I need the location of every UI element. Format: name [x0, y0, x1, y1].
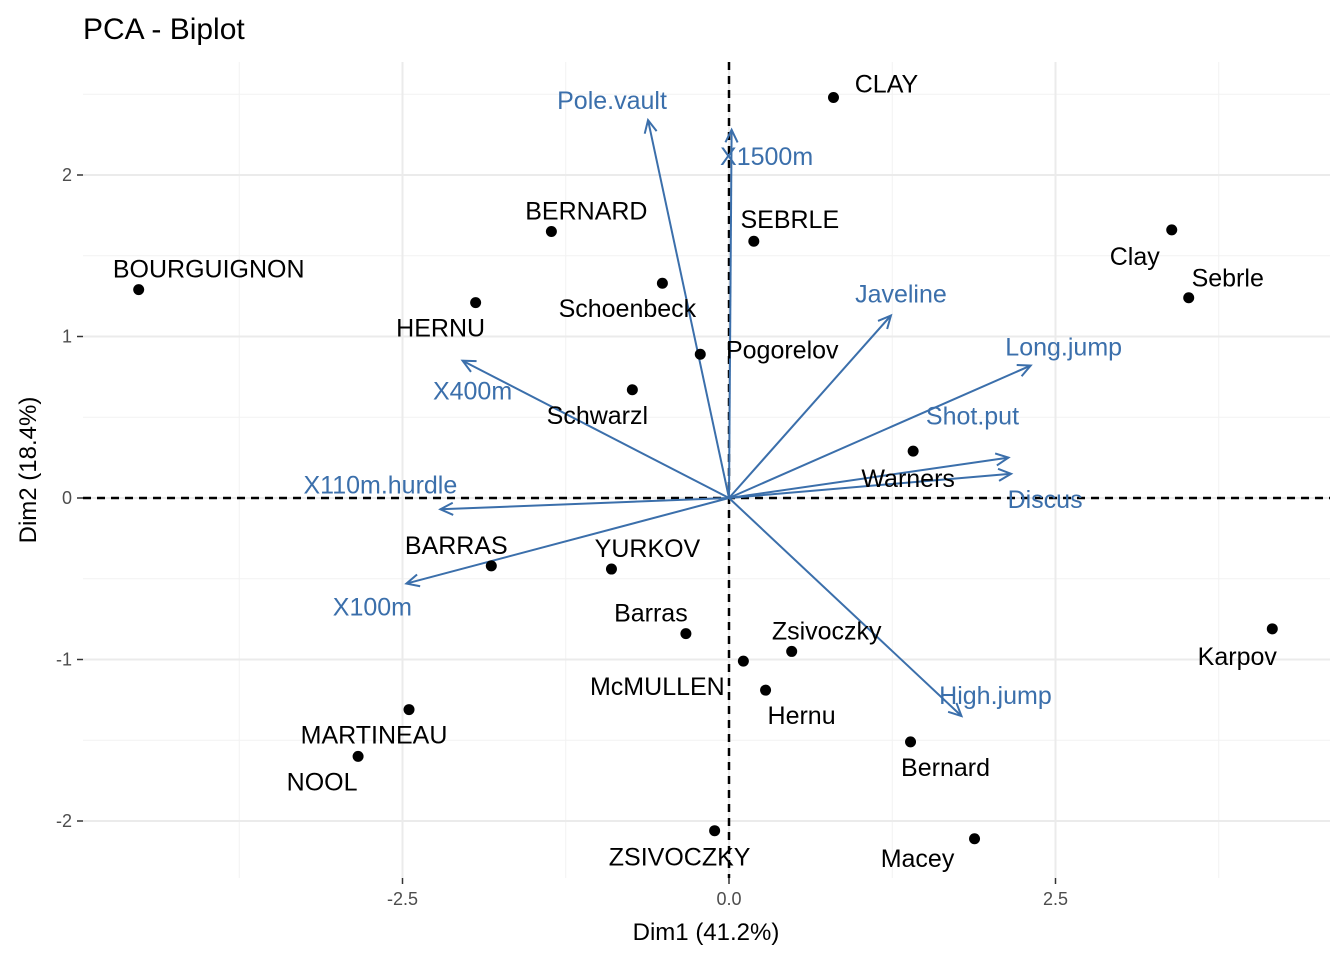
point-warners — [907, 445, 919, 457]
point-pogorelov — [694, 348, 706, 360]
arrowhead — [877, 313, 893, 330]
x-tick-label: 2.5 — [1043, 889, 1068, 909]
point-label: Zsivoczky — [772, 617, 882, 645]
point-label: Warners — [861, 465, 955, 493]
point-sebrle — [1183, 292, 1195, 304]
y-axis-label: Dim2 (18.4%) — [15, 397, 42, 544]
point-label: Clay — [1110, 243, 1161, 271]
arrow-x100m — [406, 497, 730, 585]
y-tick-label: 0 — [62, 488, 72, 508]
arrow-x400m — [462, 359, 730, 499]
y-tick-label: 1 — [62, 327, 72, 347]
point-label: Pogorelov — [726, 336, 839, 364]
arrowhead — [997, 467, 1014, 482]
point-clay — [1166, 224, 1178, 236]
arrow-high-jump — [728, 497, 963, 717]
point-hernu — [470, 297, 482, 309]
point-label: Sebrle — [1192, 265, 1264, 293]
arrow-x1500m — [728, 129, 733, 499]
variable-label: Long.jump — [1005, 334, 1122, 362]
arrowhead — [438, 501, 454, 516]
point-label: Hernu — [768, 702, 836, 730]
point-zsivoczky — [786, 645, 798, 657]
y-tick-label: -2 — [56, 811, 72, 831]
point-label: ZSIVOCZKY — [609, 844, 751, 872]
arrowhead — [643, 117, 658, 134]
arrow-pole-vault — [647, 119, 730, 499]
variable-label: Shot.put — [926, 403, 1019, 431]
point-label: BARRAS — [405, 532, 508, 560]
arrow-long-jump — [728, 364, 1032, 499]
point-label: Bernard — [901, 754, 990, 782]
variable-label: X1500m — [720, 143, 813, 171]
point-macey — [969, 833, 981, 845]
variable-label: Javeline — [855, 281, 947, 309]
point-schoenbeck — [656, 277, 668, 289]
point-karpov — [1266, 623, 1278, 635]
arrowhead — [947, 702, 964, 718]
variable-label: X400m — [433, 378, 512, 406]
arrow-javeline — [728, 314, 892, 499]
point-label: Macey — [881, 845, 955, 873]
point-label: Karpov — [1198, 643, 1278, 671]
arrow-shot-put — [728, 456, 1009, 499]
arrowhead — [1016, 364, 1033, 377]
arrowhead — [404, 573, 421, 588]
point-label: BERNARD — [525, 198, 647, 226]
point-label: CLAY — [855, 70, 919, 98]
point-zsivoczky — [709, 825, 721, 837]
point-label: HERNU — [396, 315, 485, 343]
point-label: Schoenbeck — [559, 295, 697, 323]
point-barras — [485, 560, 497, 572]
arrowhead — [460, 359, 477, 373]
point-clay — [827, 91, 839, 103]
point-label: Barras — [614, 600, 688, 628]
variable-label: Pole.vault — [557, 87, 667, 115]
point-label: SEBRLE — [740, 206, 839, 234]
variable-label: Discus — [1008, 486, 1083, 514]
point-bernard — [545, 226, 557, 238]
point-label: McMULLEN — [590, 673, 725, 701]
point-label: YURKOV — [595, 535, 701, 563]
point-label: Schwarzl — [547, 402, 648, 430]
point-sebrle — [748, 235, 760, 247]
arrow-x110m-hurdle — [440, 497, 730, 511]
x-tick-label: -2.5 — [387, 889, 418, 909]
variable-label: High.jump — [939, 682, 1052, 710]
point-label: BOURGUIGNON — [113, 256, 305, 284]
variable-label: X110m.hurdle — [303, 471, 457, 499]
y-tick-label: 2 — [62, 165, 72, 185]
arrow-discus — [728, 472, 1012, 499]
point-martineau — [403, 704, 415, 716]
point-mcmullen — [737, 655, 749, 667]
point-schwarzl — [626, 384, 638, 396]
x-tick-label: 0.0 — [716, 889, 741, 909]
point-label: MARTINEAU — [301, 722, 448, 750]
point-nool — [352, 750, 364, 762]
point-hernu — [760, 684, 772, 696]
y-tick-label: -1 — [56, 650, 72, 670]
point-label: NOOL — [287, 768, 358, 796]
variable-label: X100m — [333, 594, 412, 622]
chart-title: PCA - Biplot — [83, 13, 245, 46]
arrowhead — [724, 127, 739, 143]
point-bourguignon — [133, 284, 145, 296]
point-bernard — [905, 736, 917, 748]
arrowhead — [994, 452, 1011, 467]
point-barras — [680, 628, 692, 640]
point-yurkov — [605, 563, 617, 575]
x-axis-label: Dim1 (41.2%) — [633, 919, 780, 946]
